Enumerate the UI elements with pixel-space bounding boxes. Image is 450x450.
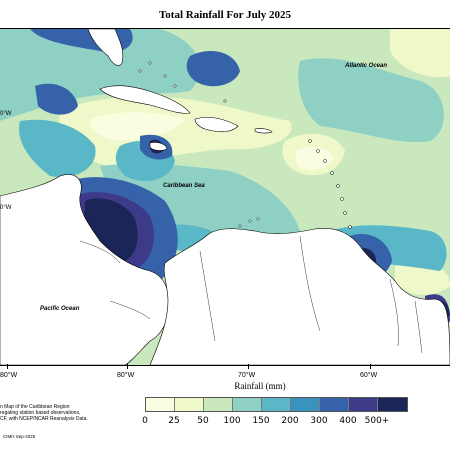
x-tick-label: 80°W xyxy=(117,372,135,379)
rainfall-mid-zone xyxy=(19,119,96,178)
caribbean-sea-label: Caribbean Sea xyxy=(163,183,205,189)
legend-swatch xyxy=(320,398,349,411)
legend-label: 100 xyxy=(223,416,241,426)
footnote: n Map of the Caribbean Region regating s… xyxy=(0,404,130,422)
x-tick-mark xyxy=(7,364,8,369)
footnote-line: n Map of the Caribbean Region xyxy=(0,404,70,410)
hispaniola-land xyxy=(194,117,239,132)
legend-label: 150 xyxy=(252,416,270,426)
legend-swatch xyxy=(291,398,320,411)
rainfall-high-zone xyxy=(35,83,78,115)
legend-labels: 0 25 50 100 150 200 300 400 500+ xyxy=(142,416,405,428)
y-tick-label: 0°W xyxy=(0,205,12,211)
legend-label: 50 xyxy=(197,416,209,426)
footnote-line: CF, with NCEP/NCAR Reanalysis Data. xyxy=(0,416,88,422)
y-tick-label: 0°W xyxy=(0,111,12,117)
legend-label: 300 xyxy=(310,416,328,426)
south-america-land xyxy=(149,228,450,365)
cuba-land xyxy=(99,85,191,114)
legend-swatch xyxy=(204,398,233,411)
legend-label: 0 xyxy=(142,416,148,426)
central-america-land xyxy=(0,174,169,365)
rainfall-low-zone xyxy=(390,29,450,78)
x-tick-label: 60°W xyxy=(360,372,378,379)
puerto-rico-land xyxy=(254,128,273,134)
credit-text: CIMH Sep-2025 xyxy=(3,434,36,439)
legend-title: Rainfall (mm) xyxy=(234,381,286,391)
legend-swatch xyxy=(349,398,378,411)
x-tick-label: 80°W xyxy=(0,372,18,379)
rainfall-map xyxy=(0,28,450,366)
footnote-line: regating station based observations, xyxy=(0,410,81,416)
rainfall-mid-zone xyxy=(298,58,444,143)
legend-swatch xyxy=(262,398,291,411)
legend-label: 200 xyxy=(281,416,299,426)
legend-label: 500+ xyxy=(364,416,390,426)
legend-swatch xyxy=(233,398,262,411)
x-tick-label: 70°W xyxy=(238,372,256,379)
jamaica-land xyxy=(149,142,168,151)
florida-land xyxy=(87,29,124,66)
rainfall-low-zone xyxy=(295,146,333,170)
map-title: Total Rainfall For July 2025 xyxy=(158,9,292,21)
legend-label: 25 xyxy=(168,416,180,426)
x-tick-mark xyxy=(370,364,371,369)
pacific-ocean-label: Pacific Ocean xyxy=(40,306,80,312)
rainfall-high-zone xyxy=(186,51,240,87)
rainfall-low-zone xyxy=(395,262,450,296)
rainfall-low-zone xyxy=(89,112,185,141)
rainfall-legend xyxy=(145,397,408,412)
legend-swatch xyxy=(146,398,175,411)
x-tick-mark xyxy=(248,364,249,369)
legend-swatch xyxy=(175,398,204,411)
atlantic-ocean-label: Atlantic Ocean xyxy=(345,63,388,69)
legend-label: 400 xyxy=(339,416,357,426)
x-tick-mark xyxy=(127,364,128,369)
legend-swatch xyxy=(378,398,407,411)
lesser-antilles xyxy=(138,61,352,229)
